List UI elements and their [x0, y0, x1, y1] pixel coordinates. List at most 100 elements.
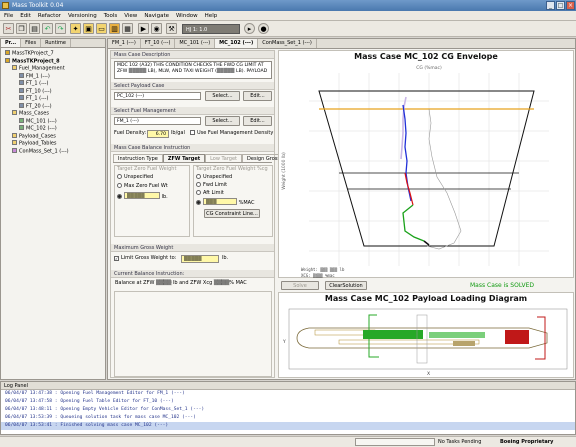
tree-item[interactable]: MassTKProject_8: [3, 57, 105, 66]
payload-header: Select Payload Case: [111, 82, 274, 90]
editor-tab-conmass[interactable]: ConMass_Set_1 (---): [258, 39, 317, 48]
tree-item[interactable]: Fuel_Management: [3, 65, 105, 73]
tree-item[interactable]: FT_1 (---): [3, 95, 105, 103]
clear-solution-button[interactable]: ClearSolution: [325, 281, 367, 290]
cg-aft-radio[interactable]: Aft Limit: [194, 190, 272, 197]
editor-tab-mc102[interactable]: MC_102 (---): [215, 39, 259, 48]
tree-item[interactable]: Payload_Cases: [3, 132, 105, 141]
tree-item-label: MC_102 (---): [26, 125, 57, 132]
log-line: 06/04/07 13:53:39 : Queueing solution ta…: [5, 415, 196, 420]
cut-icon[interactable]: ✂: [3, 23, 14, 34]
lower-deck-zone: [338, 339, 480, 345]
menu-tools[interactable]: Tools: [103, 13, 118, 19]
tree-item-label: MassTKProject_7: [12, 50, 54, 57]
menu-refactor[interactable]: Refactor: [37, 13, 61, 19]
payload-edit-button[interactable]: Edit...: [243, 91, 272, 101]
cg-unspecified-radio[interactable]: Unspecified: [194, 174, 272, 181]
tree-item[interactable]: Payload_Tables: [3, 140, 105, 148]
tree-item[interactable]: MC_102 (---): [3, 125, 105, 133]
maximize-icon[interactable]: □: [556, 1, 565, 10]
cg-legend-xcg: XCG: ▒▒▒▒ %mac: [301, 273, 335, 278]
solve-status: Mass Case is SOLVED: [470, 282, 535, 289]
fuel-item-icon: [19, 102, 24, 108]
tree-item[interactable]: MC_101 (---): [3, 117, 105, 126]
tree-item-label: FT_1 (---): [26, 80, 49, 87]
save-icon[interactable]: ▥: [109, 23, 120, 34]
menu-view[interactable]: View: [124, 13, 138, 19]
fuel-edit-button[interactable]: Edit...: [243, 116, 272, 126]
log-panel-title: Log Panel: [1, 382, 575, 390]
tree-item-label: Payload_Cases: [19, 133, 56, 139]
tree-item[interactable]: Mass_Cases: [3, 110, 105, 118]
open-folder-icon[interactable]: ▭: [96, 23, 107, 34]
editor-tab-fm1[interactable]: FM_1 (---): [108, 39, 141, 48]
fuel-density-input[interactable]: 6.70: [147, 130, 169, 138]
fuel-management-field[interactable]: FM_1 (---): [114, 117, 201, 125]
menu-edit[interactable]: Edit: [20, 13, 31, 19]
cg-chart-title: Mass Case MC_102 CG Envelope: [354, 52, 498, 61]
payload-case-field[interactable]: PC_102 (---): [114, 92, 201, 100]
fuel-select-button[interactable]: Select...: [205, 116, 240, 126]
cg-value-radio[interactable]: ▒▒▒ %MAC: [194, 198, 272, 207]
close-icon[interactable]: ×: [566, 1, 575, 10]
tree-item[interactable]: FM_1 (---): [3, 72, 105, 81]
menu-versioning[interactable]: Versioning: [67, 13, 97, 19]
editor-tabs: FM_1 (---) FT_10 (---) MC_101 (---) MC_1…: [108, 39, 575, 49]
tab-zfw-target[interactable]: ZFW Target: [162, 154, 206, 162]
tree-item[interactable]: FT_1 (---): [3, 80, 105, 88]
copy-icon[interactable]: ❐: [16, 23, 27, 34]
log-line: 06/04/07 13:47:38 : Opening Fuel Managem…: [5, 391, 185, 396]
tab-files[interactable]: Files: [21, 39, 42, 47]
step-icon[interactable]: ▸: [244, 23, 255, 34]
editor-tab-mc101[interactable]: MC_101 (---): [175, 39, 216, 48]
tree-item-label: FM_1 (---): [26, 73, 50, 79]
tree-item[interactable]: FT_10 (---): [3, 87, 105, 96]
limit-gross-input[interactable]: ▒▒▒▒▒: [181, 255, 219, 263]
debug-icon[interactable]: ◉: [151, 23, 162, 34]
payload-diagram: Y X: [282, 308, 568, 377]
tab-low-target[interactable]: Low Target: [205, 154, 243, 162]
paste-icon[interactable]: ▤: [29, 23, 40, 34]
tab-runtime[interactable]: Runtime: [41, 39, 71, 47]
save-all-icon[interactable]: ▦: [122, 23, 133, 34]
minimize-icon[interactable]: _: [546, 1, 555, 10]
tab-instruction-type[interactable]: Instruction Type: [113, 154, 163, 162]
menu-file[interactable]: File: [4, 13, 14, 19]
status-bar: No Tasks Pending Boeing Proprietary: [0, 436, 576, 447]
mgw-header: Maximum Gross Weight: [111, 244, 274, 252]
balance-header: Mass Case Balance Instruction: [111, 144, 274, 152]
undo-icon[interactable]: ↶: [42, 23, 53, 34]
configuration-combo[interactable]: HJ 1: 1.0: [182, 24, 240, 34]
payload-select-button[interactable]: Select...: [205, 91, 240, 101]
tree-item[interactable]: FT_20 (---): [3, 102, 105, 111]
zfw-value-radio[interactable]: ▒▒▒▒▒ lb.: [115, 192, 189, 201]
menu-help[interactable]: Help: [204, 13, 218, 19]
menu-navigate[interactable]: Navigate: [144, 13, 169, 19]
limit-gross-checkbox[interactable]: ✓ Limit Gross Weight to:: [114, 255, 177, 261]
build-icon[interactable]: ⚒: [166, 23, 177, 34]
record-icon[interactable]: ●: [258, 23, 269, 34]
run-icon[interactable]: ▶: [138, 23, 149, 34]
menu-window[interactable]: Window: [175, 13, 198, 19]
radio-icon: [196, 182, 201, 187]
editor-tab-ft10[interactable]: FT_10 (---): [141, 39, 176, 48]
cg-value-input[interactable]: ▒▒▒: [203, 198, 237, 205]
zfw-max-radio[interactable]: Max Zero Fuel Wt: [115, 183, 189, 190]
radio-icon: [196, 174, 201, 179]
solve-button[interactable]: Solve: [281, 281, 319, 290]
zfw-value-input[interactable]: ▒▒▒▒▒: [124, 192, 160, 199]
tab-projects[interactable]: Pr...: [1, 39, 22, 47]
fuel-burn-curve: [402, 104, 412, 202]
cg-fwd-radio[interactable]: Fwd Limit: [194, 182, 272, 189]
cg-constraint-button[interactable]: CG Constraint Line...: [204, 209, 260, 218]
use-density-checkbox[interactable]: Use Fuel Management Density: [190, 130, 273, 137]
new-file-icon[interactable]: ▣: [83, 23, 94, 34]
tree-item-label: MC_101 (---): [26, 118, 57, 124]
tree-item[interactable]: MassTKProject_7: [3, 50, 105, 58]
description-field[interactable]: MDC 102 (A32) THIS CONDITION CHECKS THE …: [114, 61, 272, 79]
tree-item[interactable]: ConMass_Set_1 (---): [3, 147, 105, 156]
mass-case-icon: [19, 117, 24, 123]
new-project-icon[interactable]: ✦: [70, 23, 81, 34]
zfw-unspecified-radio[interactable]: Unspecified: [115, 174, 189, 181]
redo-icon[interactable]: ↷: [55, 23, 66, 34]
